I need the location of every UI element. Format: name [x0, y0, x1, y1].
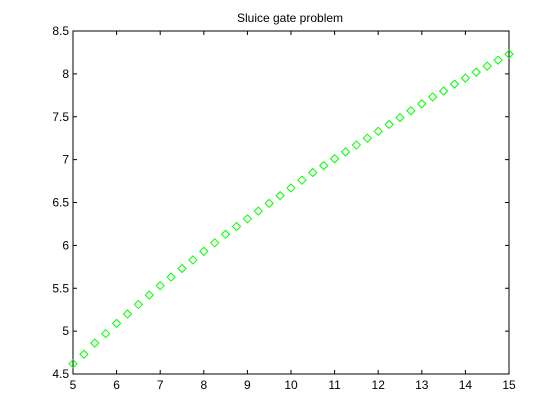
data-point	[417, 99, 427, 109]
y-tick-label: 6	[62, 238, 69, 252]
data-point	[231, 221, 242, 232]
y-tick-label: 5	[62, 324, 69, 338]
data-point	[406, 106, 416, 116]
data-point	[493, 55, 503, 65]
data-point	[449, 79, 460, 89]
data-point	[166, 272, 176, 282]
x-tick-label: 10	[284, 378, 298, 392]
data-point	[482, 61, 492, 71]
x-tick-label: 11	[328, 378, 341, 392]
data-point	[504, 49, 514, 59]
data-point	[384, 119, 394, 130]
data-point	[90, 338, 100, 348]
data-point	[286, 183, 296, 193]
data-point	[188, 255, 198, 265]
data-point	[275, 190, 285, 201]
data-point	[318, 160, 329, 171]
data-point	[68, 359, 78, 369]
plot-area	[72, 30, 510, 375]
data-point	[133, 299, 144, 310]
data-point	[111, 318, 122, 329]
data-point	[242, 214, 253, 224]
x-tick-label: 15	[502, 378, 516, 392]
data-point	[340, 147, 351, 157]
data-series	[68, 49, 514, 369]
data-point	[362, 133, 373, 143]
data-point	[297, 175, 307, 185]
data-point	[155, 280, 165, 291]
data-point	[253, 206, 264, 216]
x-tick-label: 13	[415, 378, 429, 392]
y-tick-label: 7	[62, 153, 69, 167]
y-tick-label: 8.5	[52, 24, 69, 38]
data-point	[351, 140, 362, 150]
x-tick-label: 7	[157, 378, 164, 392]
data-point	[100, 328, 111, 339]
x-tick-label: 14	[459, 378, 473, 392]
y-tick-label: 6.5	[52, 196, 69, 210]
x-axis-ticks: 5 6 7 8 9 10 11 12 13 14 15	[70, 31, 516, 392]
x-tick-label: 12	[372, 378, 386, 392]
data-point	[395, 112, 405, 123]
data-point	[438, 86, 449, 96]
data-point	[427, 92, 438, 102]
data-point	[460, 73, 471, 83]
y-tick-label: 5.5	[52, 281, 69, 295]
data-point	[144, 290, 155, 300]
data-point	[209, 238, 220, 248]
data-point	[471, 67, 482, 77]
data-point	[329, 154, 340, 164]
data-point	[177, 263, 187, 274]
data-point	[264, 198, 274, 209]
data-point	[79, 349, 89, 359]
x-tick-label: 9	[244, 378, 251, 392]
data-point	[199, 246, 209, 257]
data-point	[220, 229, 231, 239]
x-tick-label: 8	[200, 378, 207, 392]
y-tick-label: 7.5	[52, 110, 69, 124]
y-tick-label: 4.5	[52, 367, 69, 381]
data-point	[122, 309, 133, 319]
x-tick-label: 6	[113, 378, 120, 392]
y-tick-label: 8	[62, 67, 69, 81]
chart-title: Sluice gate problem	[237, 11, 343, 25]
x-tick-label: 5	[70, 378, 77, 392]
data-point	[308, 167, 318, 178]
y-axis-ticks: 4.5 5 5.5 6 6.5 7 7.5 8 8.5	[52, 24, 509, 381]
data-point	[373, 126, 383, 137]
